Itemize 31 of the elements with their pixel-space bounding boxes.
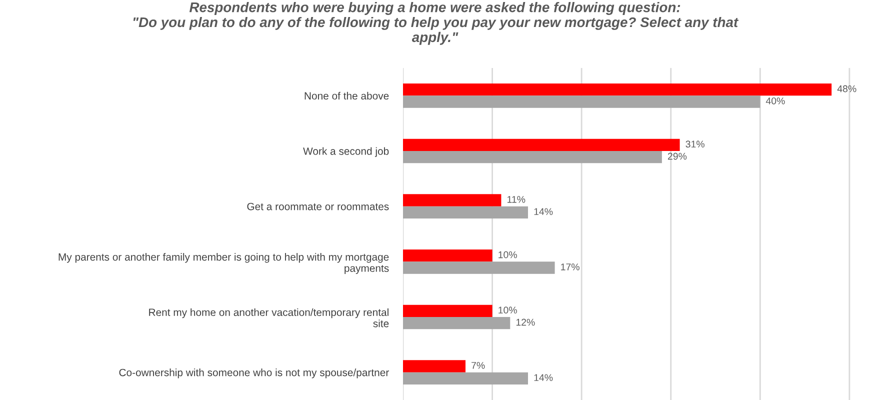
y-tick-label: My parents or another family member is going to help with my mortgage payments [58, 253, 389, 274]
bar [403, 96, 760, 108]
bar [403, 262, 555, 274]
chart-title: Respondents who were buying a home were asked the following question: "Do you plan to do any of the following to help you pay your new mortgage? Select any that apply." [133, 2, 739, 45]
y-tick-label: None of the above [304, 92, 389, 100]
data-label: 31% [686, 140, 704, 148]
y-tick-label: Rent my home on another vacation/temporary rental site [149, 308, 389, 328]
bar [403, 249, 492, 262]
bar [403, 151, 662, 164]
bar [403, 304, 492, 317]
data-label: 14% [534, 374, 553, 381]
bar [403, 372, 528, 385]
data-label: 10% [498, 306, 517, 314]
data-label: 14% [534, 208, 553, 215]
data-label: 29% [668, 152, 687, 160]
data-label: 10% [498, 251, 517, 258]
data-label: 48% [837, 85, 856, 92]
data-label: 12% [516, 318, 535, 326]
bar [403, 206, 528, 219]
data-label: 11% [508, 196, 526, 203]
bar [403, 83, 832, 96]
data-label: 7% [472, 362, 485, 369]
bar [403, 317, 510, 330]
bar [403, 138, 680, 151]
y-tick-label: Work a second job [303, 147, 389, 157]
y-tick-label: Co-ownership with someone who is not my spouse/partner [119, 368, 389, 378]
bar [403, 360, 466, 372]
y-tick-label: Get a roommate or roommates [247, 202, 389, 210]
data-label: 17% [561, 264, 580, 270]
data-label: 40% [766, 97, 785, 104]
bar [403, 194, 502, 206]
